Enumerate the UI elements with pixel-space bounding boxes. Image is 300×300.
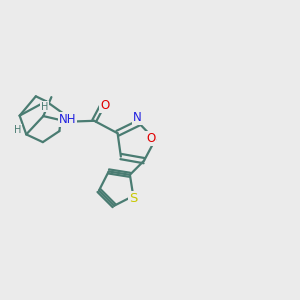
Text: H: H (14, 125, 22, 135)
Text: S: S (129, 192, 137, 206)
Text: O: O (100, 99, 109, 112)
Text: NH: NH (59, 113, 76, 126)
Text: O: O (146, 132, 155, 145)
Text: N: N (133, 111, 142, 124)
Text: H: H (41, 102, 49, 112)
